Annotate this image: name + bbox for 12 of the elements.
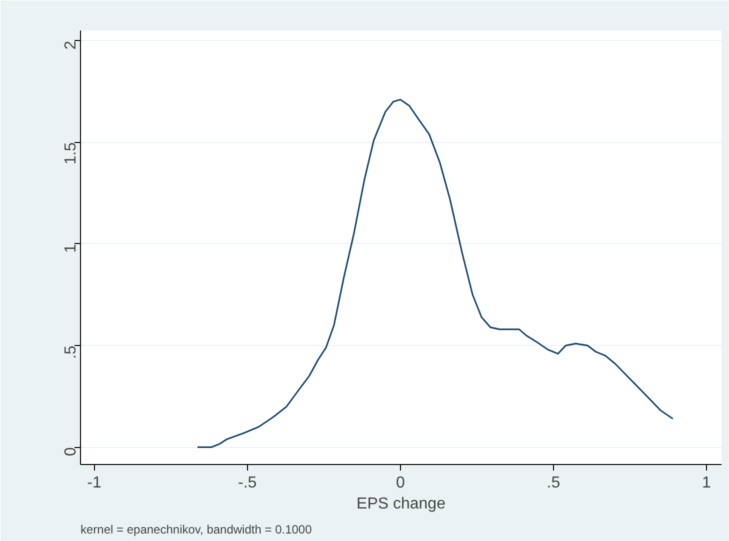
x-tick-label: 0 <box>396 474 405 492</box>
x-tick-label: -.5 <box>238 474 257 492</box>
y-tick-label: .5 <box>62 345 80 359</box>
y-tick-label: 1.5 <box>62 142 80 165</box>
y-tick-label: 0 <box>62 447 80 456</box>
text: kernel = epanechnikov, bandwidth = 0.1000 <box>80 522 312 536</box>
y-tick-label: 2 <box>62 40 80 50</box>
x-axis-title: EPS change <box>356 496 446 512</box>
x-tick-label: .5 <box>546 474 560 492</box>
x-tick-label: 1 <box>702 474 712 492</box>
x-tick-label: -1 <box>87 474 102 492</box>
y-tick-label: 1 <box>62 244 80 253</box>
